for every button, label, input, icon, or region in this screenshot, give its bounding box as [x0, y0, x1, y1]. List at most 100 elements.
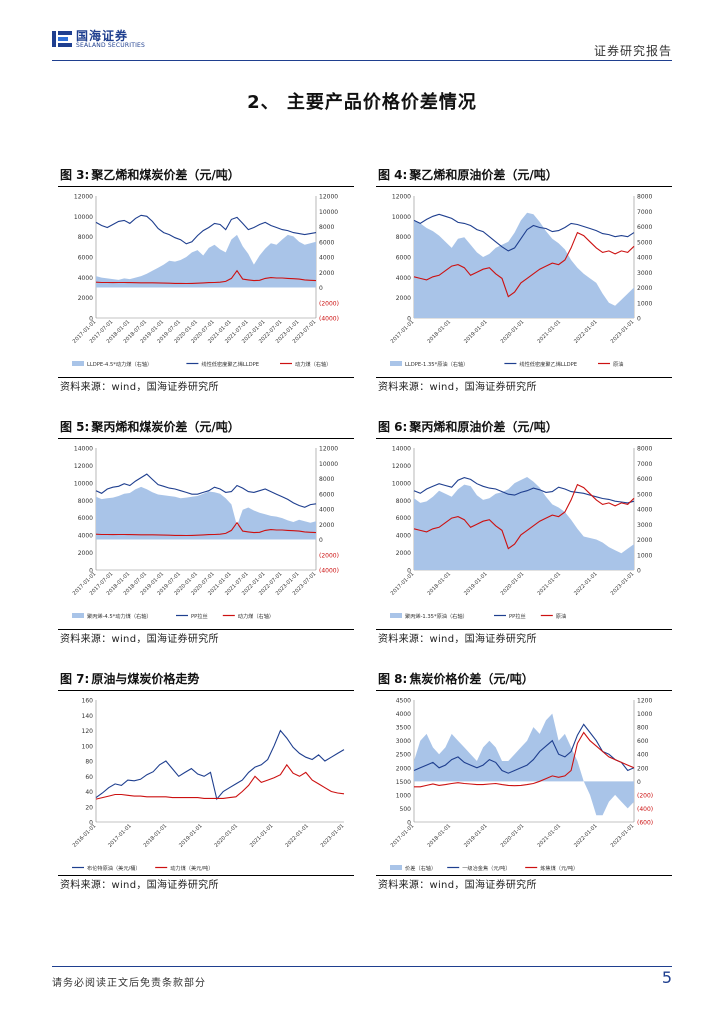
- series-line: [95, 473, 317, 508]
- x-tick-label: 2018-01-01: [427, 319, 453, 345]
- y-tick-right: 3000: [637, 270, 652, 277]
- y-tick-left: 500: [400, 806, 412, 813]
- y-tick-right: 7000: [637, 209, 652, 216]
- page-header: 国海证券 SEALAND SECURITIES 证券研究报告: [0, 0, 724, 62]
- report-type: 证券研究报告: [593, 44, 672, 58]
- y-tick-left: 1000: [396, 792, 411, 799]
- x-tick-label: 2017-01-01: [390, 823, 416, 849]
- y-tick-left: 14000: [74, 446, 93, 453]
- figure-top-rule: [376, 690, 672, 691]
- y-tick-right: (2000): [319, 552, 339, 559]
- x-tick-label: 2020-01-01: [500, 319, 526, 345]
- y-tick-right: 4000: [637, 255, 652, 262]
- y-tick-right: 6000: [319, 491, 334, 498]
- y-tick-right: 0: [637, 779, 641, 786]
- logo-text-cn: 国海证券: [76, 29, 129, 43]
- legend-label: 原油: [556, 612, 566, 620]
- footer-disclaimer: 请务必阅读正文后免责条款部分: [52, 978, 206, 989]
- x-tick-label: 2021-01-01: [537, 823, 563, 849]
- y-tick-left: 0: [89, 568, 93, 575]
- y-tick-left: 140: [82, 713, 94, 720]
- y-tick-left: 10000: [74, 214, 93, 221]
- y-tick-left: 100: [82, 743, 94, 750]
- figure-top-rule: [58, 186, 354, 187]
- figure-source: 资料来源：wind，国海证券研究所: [60, 382, 219, 393]
- y-tick-right: (400): [637, 806, 653, 813]
- figure-caption: 聚丙烯和煤炭价差（元/吨）: [91, 420, 240, 434]
- series-area: [414, 212, 634, 318]
- y-tick-right: 4000: [637, 507, 652, 514]
- y-tick-left: 4000: [396, 275, 411, 282]
- y-tick-right: (4000): [319, 568, 339, 575]
- y-tick-left: 10000: [392, 214, 411, 221]
- y-tick-left: 0: [89, 820, 93, 827]
- y-tick-right: 0: [637, 316, 641, 323]
- legend-label: 聚丙烯-1.35*原油（右轴）: [405, 612, 468, 620]
- y-tick-right: 600: [637, 738, 649, 745]
- figure-title: 图 8: 焦炭价格价差（元/吨）: [376, 670, 672, 690]
- legend-swatch: [390, 361, 402, 366]
- figure-title: 图 5: 聚丙烯和煤炭价差（元/吨）: [58, 418, 354, 438]
- y-tick-right: 6000: [637, 224, 652, 231]
- y-tick-right: (200): [637, 792, 653, 799]
- x-tick-label: 2022-01-01: [284, 823, 310, 849]
- figure-number: 图 6:: [378, 420, 408, 434]
- x-tick-label: 2020-01-01: [500, 823, 526, 849]
- y-tick-left: 4000: [78, 533, 93, 540]
- x-tick-label: 2023-01-01: [610, 571, 636, 597]
- legend-label: PP拉丝: [509, 612, 526, 620]
- y-tick-right: 2000: [319, 522, 334, 529]
- footer-divider: [52, 966, 672, 967]
- legend-label: LLDPE-4.5*动力煤（右轴）: [87, 360, 152, 368]
- legend-swatch: [72, 361, 84, 366]
- legend-swatch: [72, 613, 84, 618]
- y-tick-left: 4000: [78, 275, 93, 282]
- y-tick-right: 400: [637, 752, 649, 759]
- y-tick-right: 7000: [637, 461, 652, 468]
- y-tick-left: 2500: [396, 752, 411, 759]
- y-tick-left: 12000: [392, 194, 411, 201]
- figure-bottom-rule: [58, 377, 354, 378]
- y-tick-left: 12000: [74, 194, 93, 201]
- x-tick-label: 2018-01-01: [143, 823, 169, 849]
- figure-bottom-rule: [376, 377, 672, 378]
- figure-source: 资料来源：wind，国海证券研究所: [378, 880, 537, 891]
- y-tick-left: 2000: [396, 765, 411, 772]
- figure-number: 图 8:: [378, 672, 408, 686]
- series-area: [414, 477, 634, 570]
- x-tick-label: 2019-01-01: [463, 319, 489, 345]
- legend-label: 动力煤（美元/吨）: [170, 864, 213, 872]
- y-tick-right: 1000: [637, 300, 652, 307]
- y-tick-left: 4500: [396, 698, 411, 705]
- x-tick-label: 2020-01-01: [500, 571, 526, 597]
- x-tick-label: 2018-01-01: [427, 823, 453, 849]
- figure-number: 图 4:: [378, 168, 408, 182]
- series-area: [96, 234, 316, 288]
- figure-source: 资料来源：wind，国海证券研究所: [378, 382, 537, 393]
- section-title: 2、 主要产品价格价差情况: [247, 92, 477, 113]
- figure-caption: 聚乙烯和原油价差（元/吨）: [409, 168, 558, 182]
- y-tick-left: 160: [82, 698, 94, 705]
- x-tick-label: 2021-01-01: [537, 571, 563, 597]
- x-tick-label: 2020-01-01: [214, 823, 240, 849]
- figure-title: 图 6: 聚丙烯和原油价差（元/吨）: [376, 418, 672, 438]
- figure-caption: 聚乙烯和煤炭价差（元/吨）: [91, 168, 240, 182]
- y-tick-right: (2000): [319, 300, 339, 307]
- y-tick-left: 2000: [78, 550, 93, 557]
- y-tick-left: 8000: [78, 498, 93, 505]
- y-tick-left: 0: [407, 568, 411, 575]
- y-tick-right: 6000: [319, 239, 334, 246]
- y-tick-left: 1500: [396, 779, 411, 786]
- y-tick-right: 1000: [637, 552, 652, 559]
- y-tick-left: 4000: [396, 711, 411, 718]
- y-tick-right: 8000: [319, 476, 334, 483]
- y-tick-right: (600): [637, 820, 653, 827]
- y-tick-right: 200: [637, 765, 649, 772]
- chart-fig4: 1200010000800060004000200008000700060005…: [390, 194, 653, 369]
- y-tick-left: 4000: [396, 533, 411, 540]
- figure-top-rule: [58, 438, 354, 439]
- legend-label: PP拉丝: [191, 612, 208, 620]
- chart-fig8: 4500400035003000250020001500100050001200…: [390, 698, 653, 873]
- x-tick-label: 2019-01-01: [178, 823, 204, 849]
